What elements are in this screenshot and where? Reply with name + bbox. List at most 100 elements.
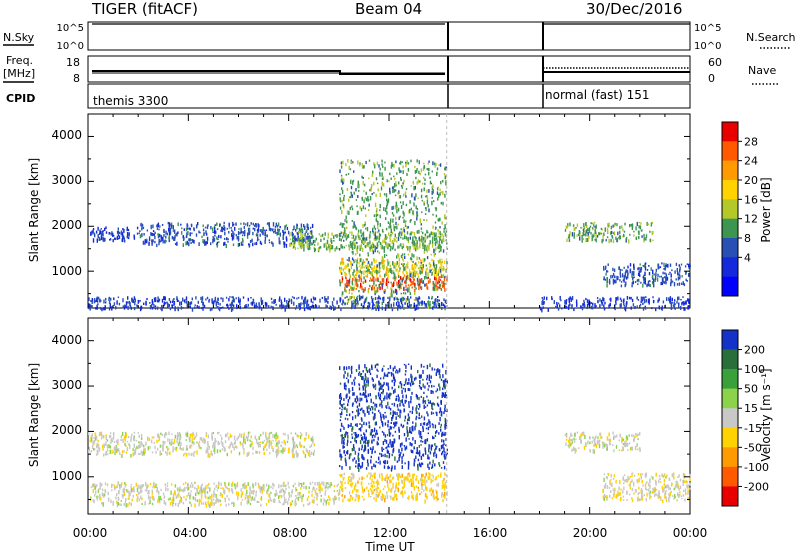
echo-cell bbox=[577, 233, 580, 236]
echo-cell bbox=[133, 489, 135, 493]
echo-cell bbox=[191, 307, 194, 312]
echo-cell bbox=[371, 286, 373, 291]
echo-cell bbox=[192, 431, 194, 436]
echo-cell bbox=[302, 450, 304, 454]
echo-cell bbox=[559, 304, 561, 308]
echo-cell bbox=[444, 275, 446, 279]
echo-cell bbox=[96, 484, 98, 486]
echo-cell bbox=[416, 159, 418, 163]
echo-cell bbox=[232, 243, 235, 247]
echo-cell bbox=[423, 242, 425, 246]
echo-cell bbox=[439, 305, 441, 308]
echo-cell bbox=[422, 399, 424, 404]
echo-cell bbox=[313, 246, 315, 250]
echo-cell bbox=[105, 226, 107, 230]
echo-cell bbox=[432, 412, 435, 415]
echo-cell bbox=[419, 264, 422, 269]
echo-cell bbox=[330, 306, 332, 310]
echo-cell bbox=[393, 237, 395, 242]
echo-cell bbox=[444, 456, 447, 460]
echo-cell bbox=[391, 186, 394, 189]
echo-cell bbox=[629, 263, 632, 267]
echo-cell bbox=[316, 482, 319, 486]
echo-cell bbox=[201, 235, 203, 239]
echo-cell bbox=[294, 500, 296, 504]
echo-cell bbox=[272, 306, 274, 311]
echo-cell bbox=[365, 265, 368, 267]
echo-cell bbox=[437, 235, 439, 238]
echo-cell bbox=[299, 303, 301, 305]
echo-cell bbox=[298, 241, 300, 246]
echo-cell bbox=[430, 182, 433, 185]
echo-cell bbox=[430, 264, 432, 267]
echo-cell bbox=[619, 279, 621, 282]
echo-cell bbox=[641, 235, 643, 238]
echo-cell bbox=[176, 298, 179, 302]
echo-cell bbox=[446, 261, 448, 265]
echo-cell bbox=[193, 434, 195, 437]
echo-cell bbox=[111, 231, 113, 235]
echo-cell bbox=[303, 482, 305, 485]
echo-cell bbox=[435, 214, 438, 218]
echo-cell bbox=[290, 298, 293, 301]
echo-cell bbox=[112, 239, 114, 243]
echo-cell bbox=[126, 489, 129, 493]
echo-cell bbox=[91, 305, 93, 309]
echo-cell bbox=[604, 301, 606, 305]
echo-region bbox=[539, 295, 690, 313]
echo-cell bbox=[283, 233, 285, 236]
echo-cell bbox=[415, 296, 417, 301]
echo-cell bbox=[203, 487, 205, 490]
echo-cell bbox=[424, 213, 427, 215]
echo-cell bbox=[349, 168, 352, 171]
echo-cell bbox=[601, 228, 604, 231]
echo-cell bbox=[647, 280, 650, 285]
echo-cell bbox=[184, 452, 186, 455]
echo-cell bbox=[639, 263, 641, 266]
echo-cell bbox=[233, 502, 235, 507]
echo-cell bbox=[108, 297, 110, 301]
echo-cell bbox=[410, 271, 412, 275]
echo-cell bbox=[235, 234, 237, 237]
echo-cell bbox=[244, 483, 246, 487]
echo-cell bbox=[165, 235, 167, 239]
echo-cell bbox=[257, 482, 260, 486]
echo-cell bbox=[363, 190, 365, 193]
echo-cell bbox=[132, 489, 134, 493]
echo-cell bbox=[556, 301, 558, 305]
echo-cell bbox=[327, 296, 329, 300]
echo-cell bbox=[369, 233, 371, 239]
echo-cell bbox=[231, 229, 233, 232]
echo-cell bbox=[674, 270, 676, 274]
echo-cell bbox=[397, 306, 399, 311]
echo-cell bbox=[311, 490, 313, 493]
echo-cell bbox=[118, 234, 120, 237]
echo-cell bbox=[116, 502, 118, 505]
echo-cell bbox=[141, 497, 143, 501]
echo-cell bbox=[444, 431, 446, 436]
echo-cell bbox=[418, 286, 420, 291]
echo-cell bbox=[116, 235, 119, 240]
echo-cell bbox=[166, 484, 169, 488]
echo-cell bbox=[299, 228, 302, 233]
echo-cell bbox=[289, 502, 292, 507]
echo-cell bbox=[416, 240, 418, 244]
echo-cell bbox=[121, 482, 123, 486]
echo-cell bbox=[409, 233, 411, 236]
echo-cell bbox=[300, 233, 302, 237]
echo-cell bbox=[258, 302, 260, 306]
echo-cell bbox=[356, 302, 358, 305]
echo-cell bbox=[601, 239, 603, 244]
echo-cell bbox=[428, 168, 430, 172]
echo-cell bbox=[226, 227, 228, 230]
echo-cell bbox=[644, 306, 647, 310]
echo-cell bbox=[123, 487, 125, 492]
echo-cell bbox=[219, 494, 222, 497]
echo-cell bbox=[384, 161, 386, 164]
echo-cell bbox=[678, 264, 680, 267]
echo-cell bbox=[183, 453, 185, 457]
echo-cell bbox=[190, 239, 192, 241]
echo-cell bbox=[314, 304, 317, 309]
echo-cell bbox=[137, 299, 140, 304]
echo-cell bbox=[379, 167, 381, 171]
